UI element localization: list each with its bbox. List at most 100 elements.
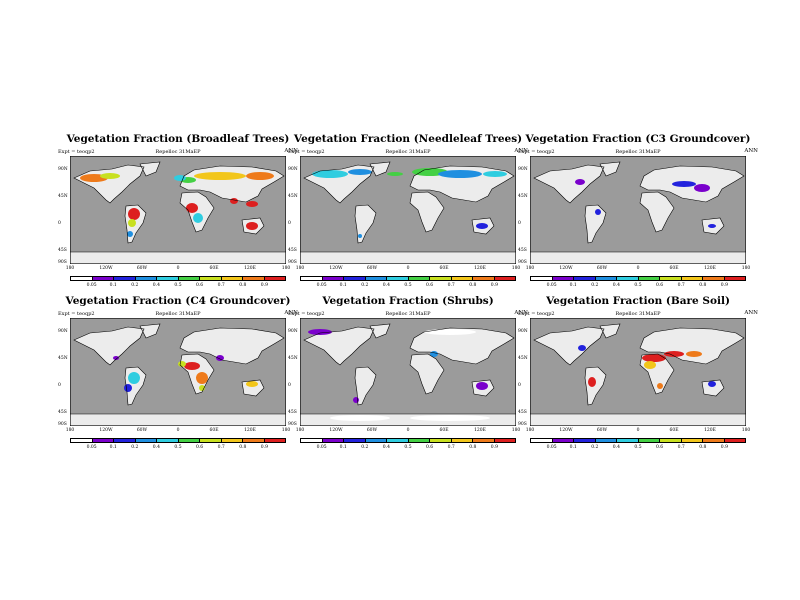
colorbar-swatch xyxy=(264,277,285,280)
colorbar-swatch xyxy=(430,277,452,280)
colorbar-swatch xyxy=(114,277,136,280)
colorbar-tick: 0.1 xyxy=(109,283,117,288)
period-label: ANN xyxy=(744,310,758,316)
lon-tick: 180 xyxy=(525,428,535,433)
vegetation-patch xyxy=(708,381,716,387)
coastline-antarctica xyxy=(530,413,746,426)
vegetation-patch xyxy=(216,355,224,361)
colorbar-swatch xyxy=(387,439,409,442)
coastline-south-america xyxy=(354,366,377,406)
coastline-eurasia xyxy=(409,165,515,203)
colorbar-swatch xyxy=(552,277,574,280)
colorbar-swatch xyxy=(638,277,660,280)
colorbar-swatch xyxy=(322,277,344,280)
coastline-north-america xyxy=(533,164,605,204)
coastline-north-america xyxy=(73,326,145,366)
coastline-antarctica xyxy=(300,251,516,264)
lat-tick: 90S xyxy=(58,260,67,265)
coastline-africa xyxy=(409,353,445,395)
land-antarctica xyxy=(530,252,746,264)
lat-tick: 45N xyxy=(518,356,528,361)
lat-tick: 45S xyxy=(58,410,67,415)
coastline-australia xyxy=(241,379,265,397)
coastline-africa xyxy=(639,191,675,233)
map-frame xyxy=(70,318,286,426)
colorbar-tick: 0.6 xyxy=(196,283,204,288)
expt-label: Expt = teoqp2 xyxy=(288,149,325,155)
colorbar-tick: 0.8 xyxy=(699,283,707,288)
map-panel-broadleaf: Vegetation Fraction (Broadleaf Trees) Ex… xyxy=(58,133,298,293)
expt-label: Expt = teoqp2 xyxy=(58,149,95,155)
lon-tick: 120W xyxy=(559,266,573,271)
coastline-north-america xyxy=(73,164,145,204)
lon-tick: 120E xyxy=(474,428,486,433)
colorbar-tick: 0.9 xyxy=(720,445,728,450)
land-north-america xyxy=(304,327,374,365)
colorbar-tick: 0.4 xyxy=(152,283,160,288)
map-frame xyxy=(70,156,286,264)
colorbar-swatch xyxy=(574,439,596,442)
colorbar-swatch xyxy=(531,277,553,280)
colorbar-tick: 0.9 xyxy=(490,445,498,450)
period-label: ANN xyxy=(514,310,528,316)
colorbar-tick: 0.05 xyxy=(546,445,557,450)
map-panel-c3-groundcover: Vegetation Fraction (C3 Groundcover) Exp… xyxy=(518,133,758,293)
coastline-greenland xyxy=(369,323,391,339)
lat-tick: 90N xyxy=(518,329,528,334)
replica-label: Repelloc 31MaEP xyxy=(385,149,431,155)
lon-tick: 120W xyxy=(329,428,343,433)
colorbar-swatch xyxy=(451,277,473,280)
coastline-south-america xyxy=(354,204,377,244)
colorbar-swatch xyxy=(430,439,452,442)
lon-tick: 60E xyxy=(439,428,449,433)
vegetation-patch xyxy=(348,169,372,175)
coastline-africa xyxy=(639,353,675,395)
colorbar-swatch xyxy=(387,277,409,280)
colorbar-tick: 0.5 xyxy=(404,283,412,288)
colorbar-swatch xyxy=(617,277,639,280)
land-antarctica xyxy=(530,414,746,426)
colorbar-swatch xyxy=(178,439,200,442)
colorbar-tick: 0.7 xyxy=(677,283,685,288)
lon-tick: 0 xyxy=(176,428,180,433)
vegetation-patch xyxy=(657,383,663,389)
vegetation-patch xyxy=(127,231,133,237)
colorbar-tick: 0.05 xyxy=(86,283,97,288)
vegetation-patch xyxy=(644,361,656,369)
coastline-africa xyxy=(409,191,445,233)
land-antarctica xyxy=(70,252,286,264)
lon-tick: 180 xyxy=(65,428,75,433)
land-australia xyxy=(702,380,724,396)
colorbar-swatch xyxy=(408,439,430,442)
colorbar-tick: 0.2 xyxy=(591,445,599,450)
colorbar-tick: 0.05 xyxy=(316,283,327,288)
colorbar-swatch xyxy=(344,439,366,442)
colorbar-tick: 0.4 xyxy=(382,445,390,450)
vegetation-patch xyxy=(664,351,684,357)
lat-tick: 90S xyxy=(58,422,67,427)
replica-label: Repelloc 31MaEP xyxy=(615,149,661,155)
colorbar-swatch xyxy=(660,439,682,442)
map-panel-bare-soil: Vegetation Fraction (Bare Soil) Expt = t… xyxy=(518,295,758,455)
colorbar-swatch xyxy=(157,277,179,280)
lon-tick: 180 xyxy=(511,428,521,433)
colorbar-tick: 0.8 xyxy=(469,283,477,288)
coastline-north-america xyxy=(303,164,375,204)
vegetation-patch xyxy=(476,382,488,390)
colorbar-swatch xyxy=(92,439,114,442)
coastline-antarctica xyxy=(70,413,286,426)
colorbar-swatch xyxy=(71,439,93,442)
map-frame xyxy=(300,318,516,426)
lat-tick: 0 xyxy=(58,221,61,226)
lon-tick: 0 xyxy=(636,266,640,271)
coastline-australia xyxy=(471,379,495,397)
vegetation-patch xyxy=(193,213,203,223)
lon-tick: 60W xyxy=(596,428,608,433)
colorbar-tick: 0.7 xyxy=(447,283,455,288)
replica-label: Repelloc 31MaEP xyxy=(385,311,431,317)
land-africa xyxy=(180,192,214,232)
vegetation-patch xyxy=(184,362,200,370)
colorbar-tick: 0.1 xyxy=(569,445,577,450)
lon-tick: 180 xyxy=(525,266,535,271)
lat-tick: 0 xyxy=(288,383,291,388)
